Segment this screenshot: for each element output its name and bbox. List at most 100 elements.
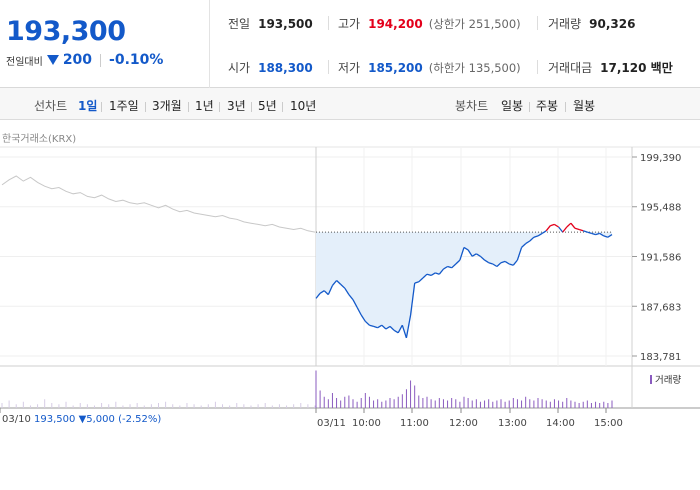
price-line-segment bbox=[475, 253, 481, 257]
price-line-segment bbox=[574, 227, 580, 231]
lower-limit: (하한가 135,500) bbox=[428, 60, 521, 75]
price-line-segment bbox=[315, 292, 321, 299]
divider bbox=[100, 53, 102, 67]
price-line-segment bbox=[500, 260, 506, 264]
x-tick-label: 15:00 bbox=[594, 418, 623, 429]
price-line-segment bbox=[550, 223, 555, 227]
prev-day-info: 03/10 193,500 ▼5,000 (-2.52%) bbox=[2, 414, 161, 425]
price-line-segment bbox=[336, 280, 342, 285]
price-line-segment bbox=[364, 320, 370, 326]
price-line-segment bbox=[426, 273, 432, 277]
prev-day-rate: (-2.52%) bbox=[118, 414, 162, 425]
price-line-segment bbox=[521, 243, 527, 248]
price-line-segment bbox=[512, 259, 518, 266]
price-line-segment bbox=[541, 230, 547, 234]
change-label: 전일대비 bbox=[6, 56, 43, 68]
price-line-segment bbox=[488, 262, 493, 265]
price-line-segment bbox=[504, 260, 510, 265]
prev-day-line bbox=[1, 175, 316, 233]
price-line-segment bbox=[438, 268, 444, 275]
price-line-segment bbox=[447, 265, 452, 269]
stat-value: 185,200 bbox=[368, 60, 423, 75]
price-line-segment bbox=[381, 324, 387, 330]
price-line-segment bbox=[463, 246, 469, 251]
y-tick-label: 199,390 bbox=[640, 153, 681, 164]
period-1w[interactable]: 1주일 bbox=[109, 99, 139, 113]
stat-label: 전일 bbox=[228, 17, 251, 31]
change-rate: -0.10% bbox=[109, 52, 164, 68]
price-line-segment bbox=[484, 259, 490, 264]
below-prev-close-area bbox=[316, 232, 612, 338]
y-tick-label: 191,586 bbox=[640, 252, 681, 263]
candle-daily[interactable]: 일봉 bbox=[501, 99, 524, 113]
period-3y[interactable]: 3년 bbox=[227, 99, 246, 113]
period-5y[interactable]: 5년 bbox=[258, 99, 277, 113]
divider bbox=[328, 60, 329, 74]
stat-label: 시가 bbox=[228, 61, 251, 75]
stat-value: 188,300 bbox=[258, 60, 313, 75]
price-line-segment bbox=[562, 226, 568, 233]
line-chart-label: 선차트 bbox=[34, 99, 68, 113]
volume-legend: 거래량 bbox=[650, 372, 681, 386]
price-line-segment bbox=[496, 262, 502, 267]
price-line-segment bbox=[348, 294, 354, 301]
y-tick-label: 183,781 bbox=[640, 352, 681, 363]
divider bbox=[537, 60, 538, 74]
y-tick-label: 195,488 bbox=[640, 203, 681, 214]
price-line-segment bbox=[566, 222, 572, 228]
change-row: 전일대비 200 -0.10% bbox=[6, 52, 163, 68]
divider bbox=[145, 102, 146, 112]
price-line-segment bbox=[360, 314, 366, 322]
current-price: 193,300 bbox=[6, 16, 126, 47]
x-tick-label: 03/11 bbox=[317, 418, 346, 429]
price-line-segment bbox=[435, 272, 440, 275]
price-line-segment bbox=[537, 232, 543, 237]
period-10y[interactable]: 10년 bbox=[290, 99, 317, 113]
prev-day-price: 193,500 bbox=[34, 414, 76, 425]
period-3m[interactable]: 3개월 bbox=[152, 99, 182, 113]
volume-swatch bbox=[650, 375, 652, 384]
divider bbox=[219, 102, 220, 112]
stat-value: 90,326 bbox=[589, 16, 636, 31]
candle-monthly[interactable]: 월봉 bbox=[573, 99, 596, 113]
price-line-segment bbox=[578, 228, 584, 232]
stat-label: 거래량 bbox=[548, 17, 582, 31]
quote-summary: 193,300 전일대비 200 -0.10% 전일 193,500 고가 19… bbox=[0, 0, 700, 88]
price-line-segment bbox=[509, 263, 514, 266]
price-line-segment bbox=[583, 230, 588, 233]
price-line-segment bbox=[471, 253, 477, 257]
price-line-segment bbox=[533, 235, 539, 238]
period-selector-bar: 선차트 1일 1주일 3개월 1년 3년 5년 10년 봉차트 일봉 주봉 월봉 bbox=[0, 88, 700, 120]
price-line-segment bbox=[529, 236, 535, 242]
divider bbox=[565, 102, 566, 112]
price-line-segment bbox=[554, 223, 559, 228]
stat-value: 17,120 백만 bbox=[600, 61, 673, 75]
candle-weekly[interactable]: 주봉 bbox=[536, 99, 559, 113]
price-line-segment bbox=[327, 285, 333, 295]
price-line-segment bbox=[603, 235, 609, 238]
change-value: 200 bbox=[62, 52, 93, 68]
stat-amount: 거래대금 17,120 백만 bbox=[548, 59, 673, 76]
price-line-segment bbox=[377, 324, 383, 329]
divider bbox=[328, 16, 329, 30]
price-line-segment bbox=[352, 299, 358, 308]
price-line-segment bbox=[401, 325, 408, 339]
price-line-segment bbox=[405, 314, 412, 339]
price-line-segment bbox=[430, 272, 436, 276]
period-1y[interactable]: 1년 bbox=[195, 99, 214, 113]
price-line-segment bbox=[525, 240, 531, 245]
price-line-segment bbox=[455, 259, 461, 265]
stat-value: 193,500 bbox=[258, 16, 313, 31]
price-line-segment bbox=[587, 231, 592, 235]
down-arrow-icon bbox=[46, 55, 59, 65]
price-line-segment bbox=[385, 325, 391, 330]
price-line-segment bbox=[467, 249, 473, 257]
x-tick-label: 11:00 bbox=[400, 418, 429, 429]
price-line-segment bbox=[369, 324, 374, 328]
price-line-segment bbox=[422, 273, 428, 279]
data-source: 한국거래소(KRX) bbox=[2, 134, 77, 145]
price-line-segment bbox=[373, 325, 378, 329]
period-1d[interactable]: 1일 bbox=[78, 99, 98, 113]
price-line-segment bbox=[492, 263, 498, 268]
